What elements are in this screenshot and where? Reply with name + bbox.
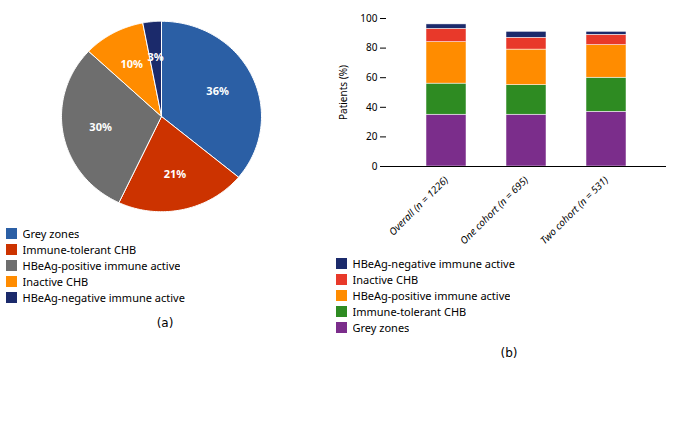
html-text:HBeAg-negative immune active: HBeAg-negative immune active <box>352 256 515 271</box>
svg-text:21%: 21% <box>164 166 187 181</box>
svg-text:80: 80 <box>366 40 378 54</box>
svg-text:20: 20 <box>366 129 378 143</box>
svg-text:30%: 30% <box>89 119 112 134</box>
html-text:HBeAg-negative immune active: HBeAg-negative immune active <box>22 290 185 305</box>
html-text:(b): (b) <box>500 345 518 360</box>
html-text:Immune-tolerant CHB: Immune-tolerant CHB <box>22 242 137 257</box>
svg-text:36%: 36% <box>206 83 229 98</box>
html-text:Inactive CHB: Inactive CHB <box>22 274 89 289</box>
html-text:HBeAg-positive immune active: HBeAg-positive immune active <box>22 258 181 273</box>
svg-text:3%: 3% <box>148 49 164 64</box>
svg-text:100: 100 <box>360 11 377 25</box>
html-text:Inactive CHB: Inactive CHB <box>352 272 419 287</box>
svg-text:Two cohort (n = 531): Two cohort (n = 531) <box>537 173 611 247</box>
svg-text:Patients (%): Patients (%) <box>336 65 350 120</box>
html-text:Immune-tolerant CHB: Immune-tolerant CHB <box>352 304 467 319</box>
svg-text:Overall (n = 1226): Overall (n = 1226) <box>385 173 451 239</box>
html-text:Grey zones: Grey zones <box>352 320 410 335</box>
html-text:Grey zones: Grey zones <box>22 226 80 241</box>
svg-text:0: 0 <box>372 159 378 173</box>
svg-text:40: 40 <box>366 100 378 114</box>
html-text:(a): (a) <box>156 315 174 330</box>
svg-text:One cohort (n = 695): One cohort (n = 695) <box>457 173 531 247</box>
svg-text:10%: 10% <box>120 56 143 71</box>
svg-text:60: 60 <box>366 70 378 84</box>
html-text:HBeAg-positive immune active: HBeAg-positive immune active <box>352 288 511 303</box>
